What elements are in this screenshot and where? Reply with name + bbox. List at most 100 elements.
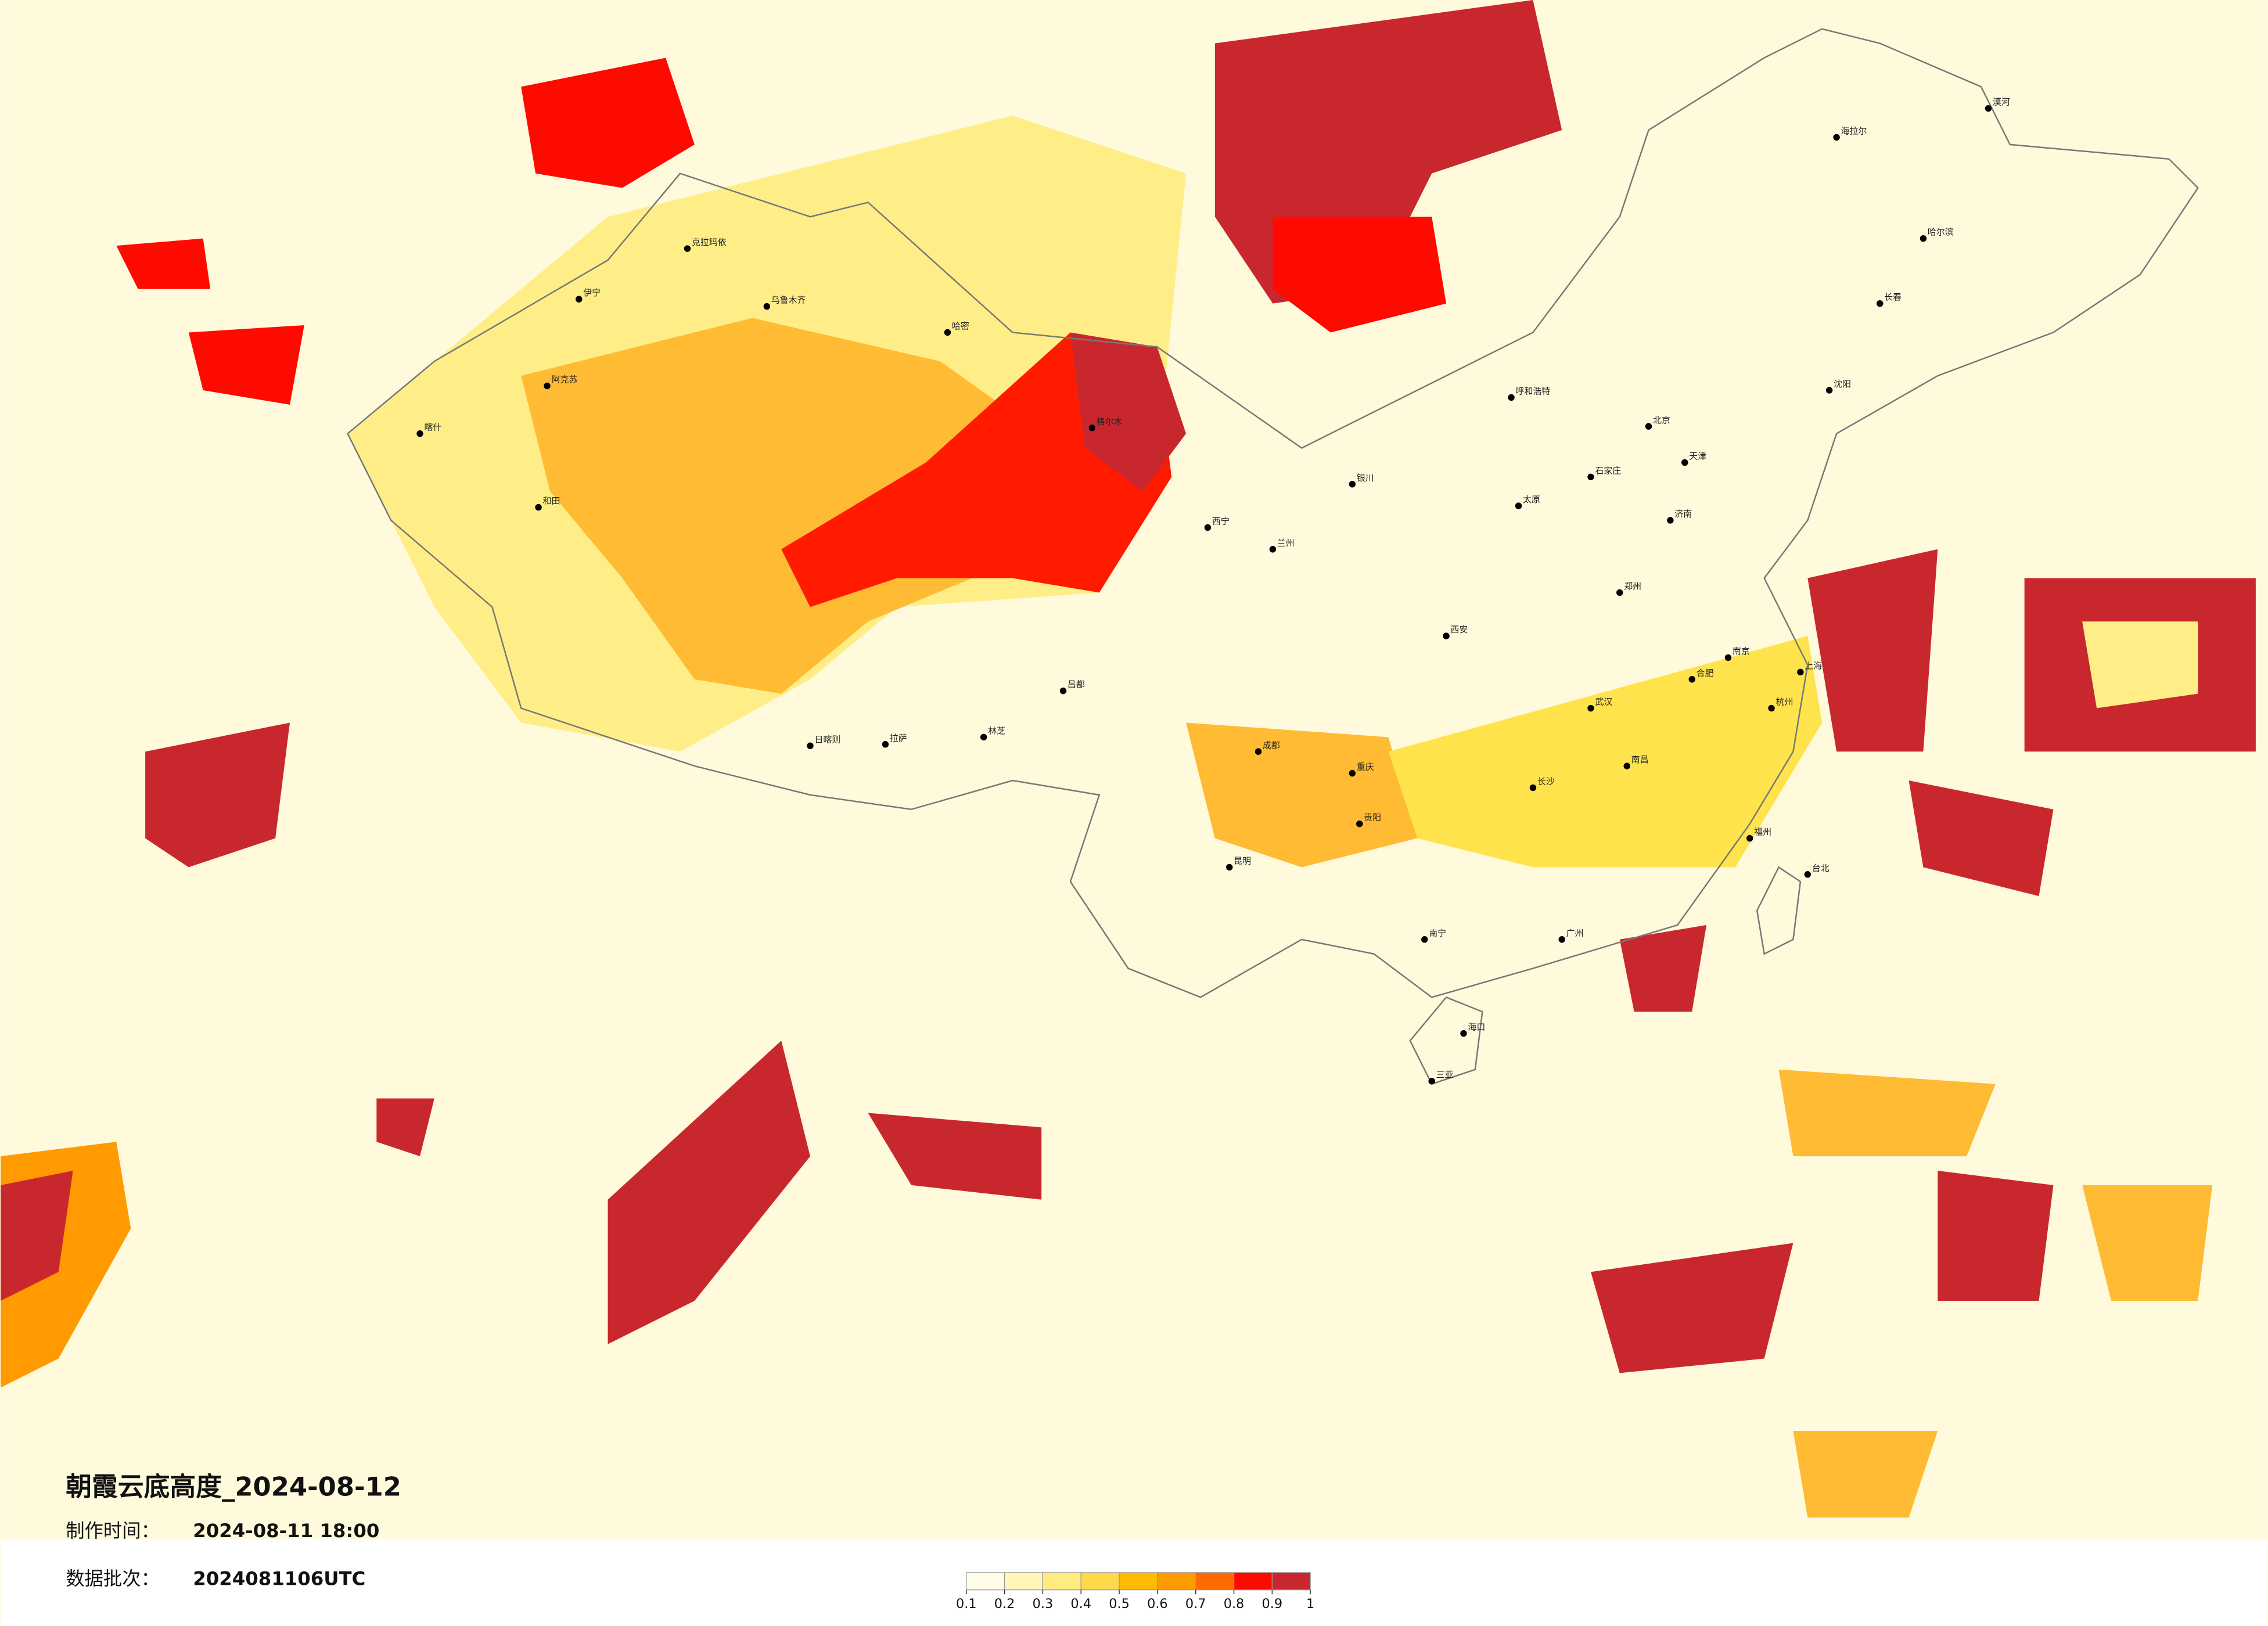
city-label: 沈阳 xyxy=(1834,379,1851,389)
city-dot xyxy=(1623,762,1630,769)
city-label: 杭州 xyxy=(1776,697,1793,707)
city-label: 武汉 xyxy=(1595,697,1612,707)
city-label: 长沙 xyxy=(1537,776,1555,786)
colorbar-box xyxy=(1195,1572,1235,1591)
city-label: 日喀则 xyxy=(814,734,840,744)
city-label: 昆明 xyxy=(1234,855,1251,866)
colorbar-box xyxy=(1233,1572,1273,1591)
colorbar-box xyxy=(1004,1572,1044,1591)
city-dot xyxy=(1088,424,1096,431)
city-dot xyxy=(1985,105,1992,112)
city-dot xyxy=(1529,784,1537,792)
colorbar-tick-label: 0.3 xyxy=(1033,1596,1054,1611)
city-dot xyxy=(416,430,423,437)
city-dot xyxy=(1746,834,1753,842)
city-dot xyxy=(1443,632,1450,639)
batch-label: 数据批次： xyxy=(66,1567,160,1589)
colorbar-box xyxy=(1119,1572,1158,1591)
city-label: 喀什 xyxy=(424,422,441,433)
city-label: 贵阳 xyxy=(1364,812,1381,823)
city-label: 上海 xyxy=(1805,660,1822,671)
colorbar-tick-label: 0.5 xyxy=(1109,1596,1130,1611)
city-dot xyxy=(1204,524,1212,531)
city-label: 海口 xyxy=(1468,1022,1485,1033)
colorbar-box xyxy=(1271,1572,1311,1591)
city-label: 西宁 xyxy=(1212,516,1230,526)
colorbar-box xyxy=(1157,1572,1196,1591)
city-dot xyxy=(1645,423,1652,430)
borders xyxy=(346,28,2199,1085)
colorbar: 0.1 0.2 0.3 0.4 0.5 0.6 0.7 0.8 0.9 1 xyxy=(956,1572,1314,1611)
city-label: 兰州 xyxy=(1277,538,1295,548)
city-dot xyxy=(684,245,691,252)
city-label: 林芝 xyxy=(988,725,1005,736)
city-dot xyxy=(1428,1077,1435,1085)
city-label: 济南 xyxy=(1674,509,1692,519)
colorbar-box xyxy=(966,1572,1005,1591)
city-dot xyxy=(980,733,987,741)
city-dot xyxy=(944,329,951,336)
city-dot xyxy=(1920,235,1927,242)
city-dot xyxy=(1768,704,1775,712)
colorbar-tick-label: 0.9 xyxy=(1262,1596,1283,1611)
city-label: 呼和浩特 xyxy=(1516,386,1551,396)
city-label: 漠河 xyxy=(1993,97,2010,107)
city-dot xyxy=(1877,300,1884,307)
city-label: 成都 xyxy=(1263,740,1280,750)
city-label: 伊宁 xyxy=(583,287,601,298)
city-label: 格尔木 xyxy=(1097,416,1123,427)
cloud-field xyxy=(1,0,2256,1518)
city-dot xyxy=(1804,871,1811,878)
colorbar-tick-label: 0.2 xyxy=(994,1596,1015,1611)
city-dot xyxy=(807,742,814,749)
city-label: 西安 xyxy=(1451,624,1468,635)
city-dot xyxy=(1797,668,1804,676)
city-label: 银川 xyxy=(1357,473,1374,483)
city-dot xyxy=(1460,1030,1467,1037)
city-dot xyxy=(1681,459,1688,466)
city-dot xyxy=(1587,704,1594,712)
city-label: 北京 xyxy=(1653,415,1670,425)
city-dot xyxy=(763,303,771,310)
city-label: 石家庄 xyxy=(1595,465,1621,476)
city-dot xyxy=(1587,473,1594,481)
city-label: 合肥 xyxy=(1696,668,1714,678)
city-dot xyxy=(1508,394,1515,401)
city-dot xyxy=(1724,654,1732,661)
city-label: 太原 xyxy=(1523,494,1540,505)
city-label: 哈密 xyxy=(952,321,969,331)
city-dot xyxy=(1269,546,1277,553)
city-label: 台北 xyxy=(1812,863,1830,873)
city-dot xyxy=(882,741,889,748)
colorbar-tick-label: 0.7 xyxy=(1185,1596,1206,1611)
city-label: 福州 xyxy=(1754,827,1771,837)
batch: 2024081106UTC xyxy=(193,1567,365,1589)
city-dot xyxy=(1558,936,1565,943)
city-label: 郑州 xyxy=(1624,581,1641,591)
city-label: 天津 xyxy=(1689,451,1706,461)
city-label: 海拉尔 xyxy=(1841,125,1867,136)
city-dot xyxy=(1825,387,1833,394)
colorbar-tick-label: 0.4 xyxy=(1070,1596,1091,1611)
colorbar-tick-label: 0.8 xyxy=(1224,1596,1245,1611)
city-label: 长春 xyxy=(1884,292,1902,303)
city-dot xyxy=(535,503,542,511)
city-dot xyxy=(1515,502,1522,509)
city-label: 南京 xyxy=(1733,646,1750,656)
colorbar-box xyxy=(1042,1572,1081,1591)
city-label: 南宁 xyxy=(1429,928,1446,938)
city-label: 三亚 xyxy=(1436,1070,1454,1080)
city-label: 哈尔滨 xyxy=(1928,227,1954,238)
city-label: 昌都 xyxy=(1067,679,1085,690)
city-dot xyxy=(544,382,551,390)
city-label: 拉萨 xyxy=(890,733,907,743)
city-label: 和田 xyxy=(543,496,560,506)
city-dot xyxy=(576,296,583,303)
city-label: 南昌 xyxy=(1631,754,1649,765)
city-dot xyxy=(1226,864,1233,871)
title: 朝霞云底高度_2024-08-12 xyxy=(66,1472,401,1502)
colorbar-tick-label: 1 xyxy=(1306,1596,1314,1611)
colorbar-tick-label: 0.6 xyxy=(1147,1596,1168,1611)
